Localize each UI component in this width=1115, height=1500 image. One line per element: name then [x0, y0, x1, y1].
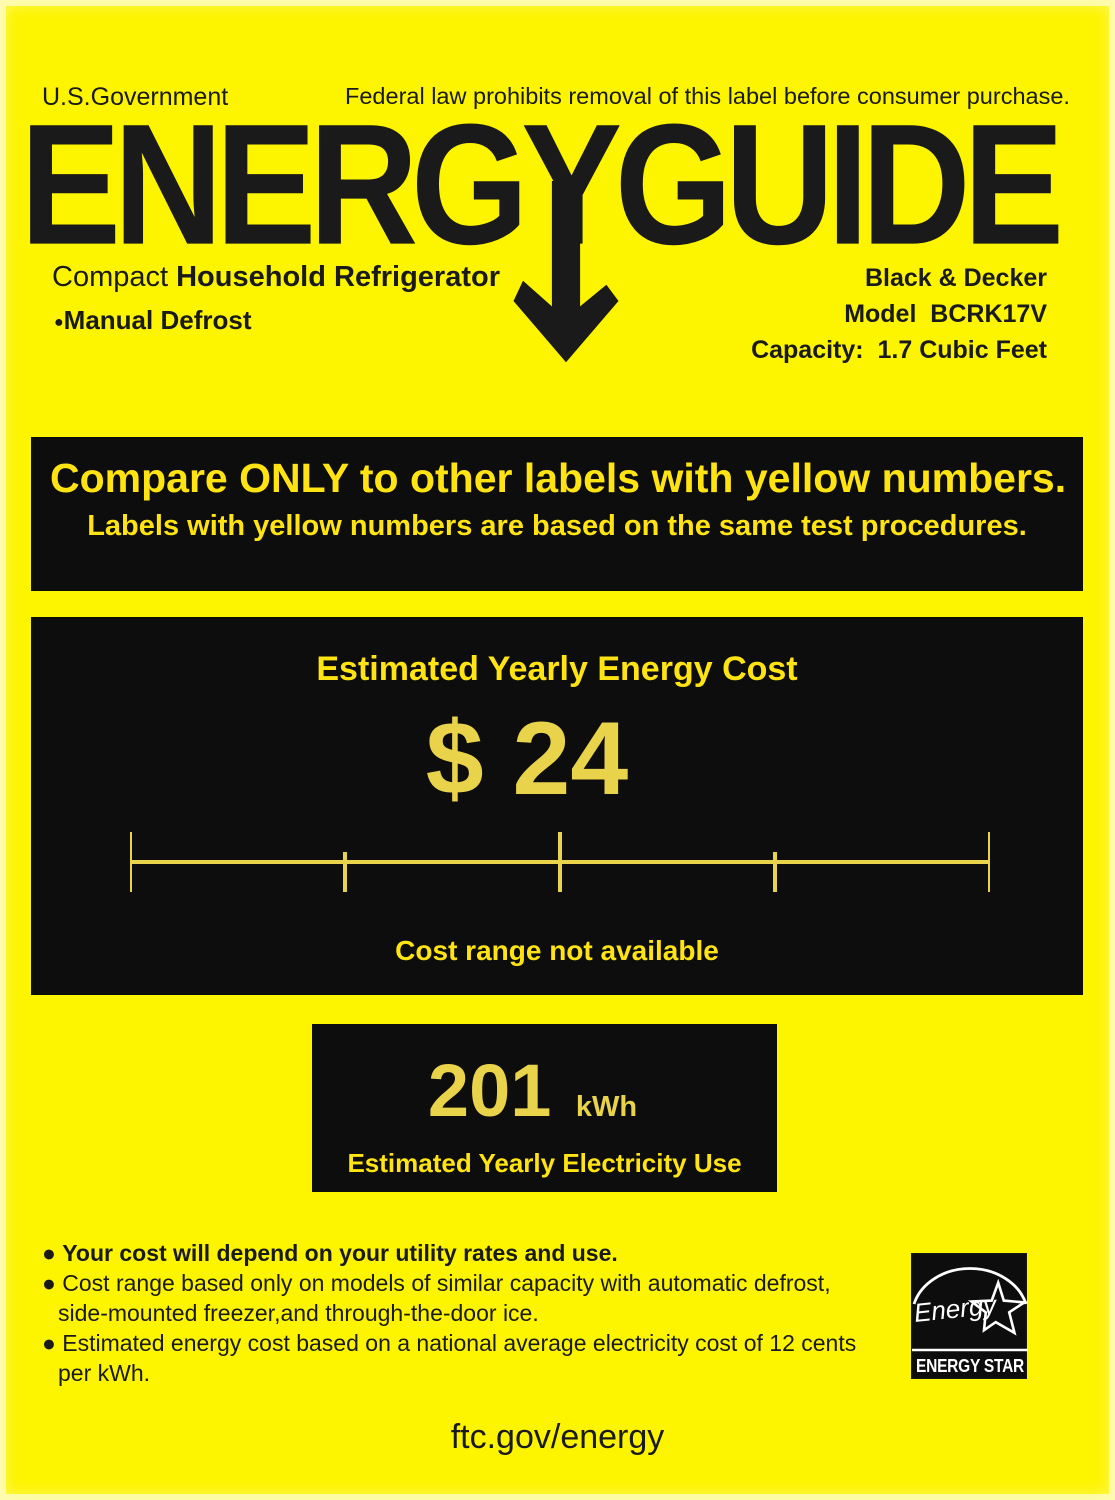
svg-text:Energy: Energy: [912, 1289, 999, 1328]
svg-text:ENERGY STAR: ENERGY STAR: [916, 1355, 1024, 1376]
